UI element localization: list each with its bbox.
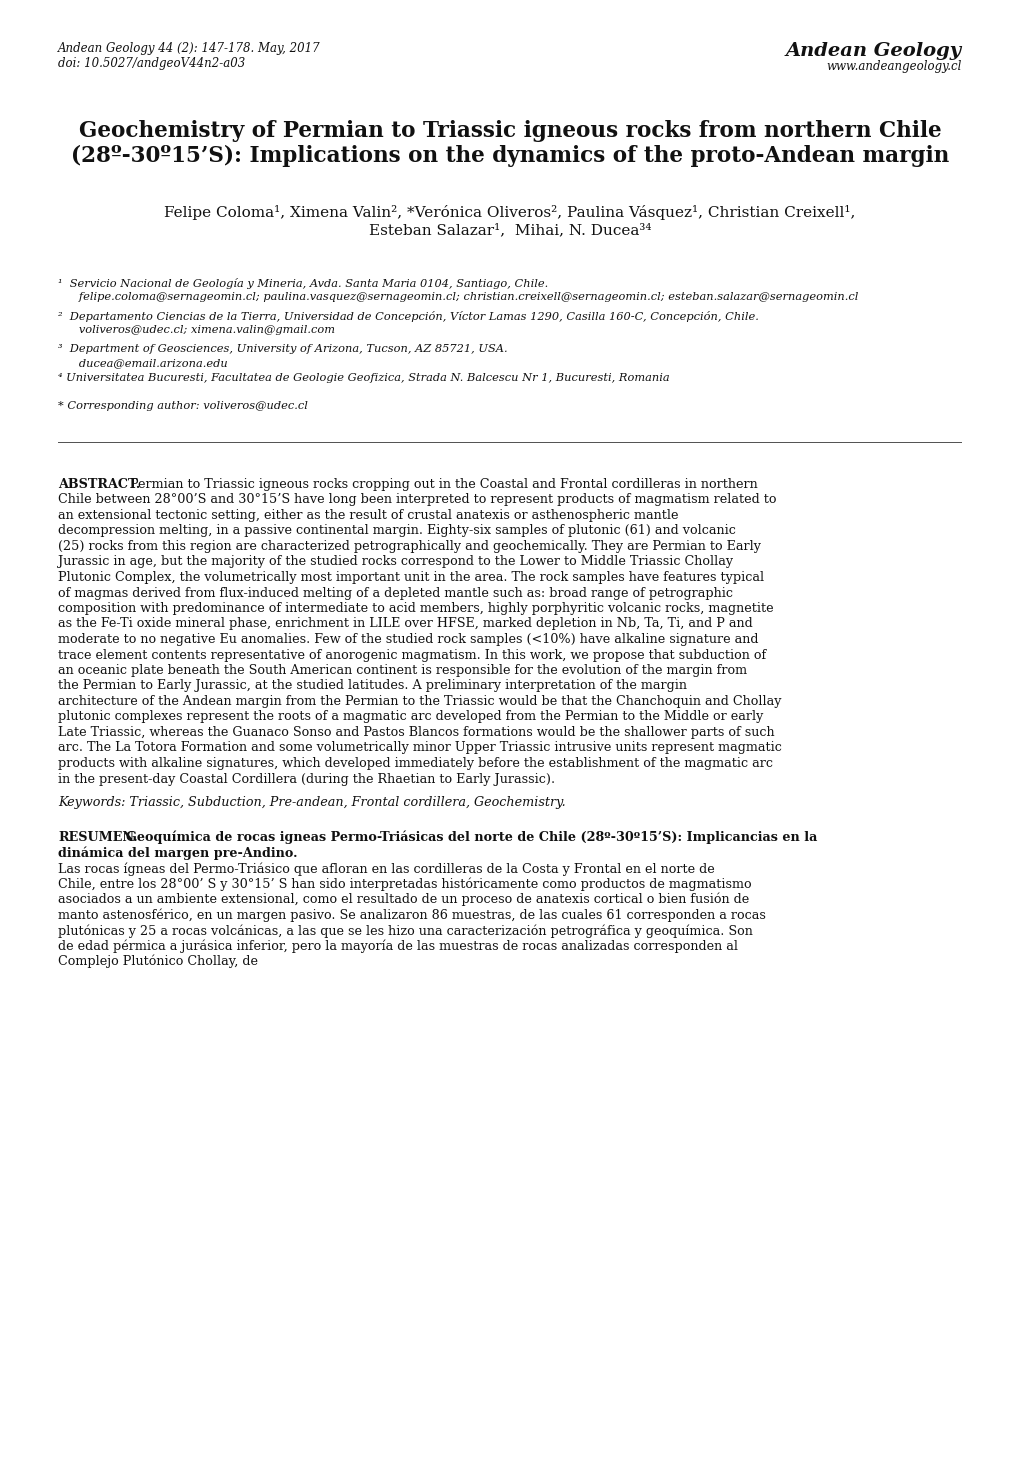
Text: arc. The La Totora Formation and some volumetrically minor Upper Triassic intrus: arc. The La Totora Formation and some vo… [58,742,782,754]
Text: ³  Department of Geosciences, University of Arizona, Tucson, AZ 85721, USA.: ³ Department of Geosciences, University … [58,343,507,354]
Text: of magmas derived from flux-induced melting of a depleted mantle such as: broad : of magmas derived from flux-induced melt… [58,586,733,599]
Text: plutónicas y 25 a rocas volcánicas, a las que se les hizo una caracterización pe: plutónicas y 25 a rocas volcánicas, a la… [58,923,752,938]
Text: Late Triassic, whereas the Guanaco Sonso and Pastos Blancos formations would be : Late Triassic, whereas the Guanaco Sonso… [58,726,773,739]
Text: an extensional tectonic setting, either as the result of crustal anatexis or ast: an extensional tectonic setting, either … [58,508,678,522]
Text: ⁴ Universitatea Bucuresti, Facultatea de Geologie Geofizica, Strada N. Balcescu : ⁴ Universitatea Bucuresti, Facultatea de… [58,373,668,383]
Text: ABSTRACT.: ABSTRACT. [58,478,141,491]
Text: products with alkaline signatures, which developed immediately before the establ: products with alkaline signatures, which… [58,757,772,770]
Text: Plutonic Complex, the volumetrically most important unit in the area. The rock s: Plutonic Complex, the volumetrically mos… [58,571,763,584]
Text: plutonic complexes represent the roots of a magmatic arc developed from the Perm: plutonic complexes represent the roots o… [58,710,762,723]
Text: decompression melting, in a passive continental margin. Eighty-six samples of pl: decompression melting, in a passive cont… [58,524,735,538]
Text: www.andeangeology.cl: www.andeangeology.cl [825,60,961,73]
Text: ducea@email.arizona.edu: ducea@email.arizona.edu [68,358,227,368]
Text: ²  Departamento Ciencias de la Tierra, Universidad de Concepción, Víctor Lamas 1: ² Departamento Ciencias de la Tierra, Un… [58,311,758,321]
Text: Andean Geology 44 (2): 147-178. May, 2017: Andean Geology 44 (2): 147-178. May, 201… [58,42,320,56]
Text: in the present-day Coastal Cordillera (during the Rhaetian to Early Jurassic).: in the present-day Coastal Cordillera (d… [58,773,554,786]
Text: asociados a un ambiente extensional, como el resultado de un proceso de anatexis: asociados a un ambiente extensional, com… [58,893,749,906]
Text: (25) rocks from this region are characterized petrographically and geochemically: (25) rocks from this region are characte… [58,541,760,554]
Text: voliveros@udec.cl; ximena.valin@gmail.com: voliveros@udec.cl; ximena.valin@gmail.co… [68,324,334,335]
Text: Jurassic in age, but the majority of the studied rocks correspond to the Lower t: Jurassic in age, but the majority of the… [58,555,733,568]
Text: trace element contents representative of anorogenic magmatism. In this work, we : trace element contents representative of… [58,649,765,662]
Text: Complejo Plutónico Chollay, de: Complejo Plutónico Chollay, de [58,955,258,969]
Text: Geochemistry of Permian to Triassic igneous rocks from northern Chile: Geochemistry of Permian to Triassic igne… [78,120,941,142]
Text: Esteban Salazar¹,  Mihai, N. Ducea³⁴: Esteban Salazar¹, Mihai, N. Ducea³⁴ [369,224,650,237]
Text: Las rocas ígneas del Permo-Triásico que afloran en las cordilleras de la Costa y: Las rocas ígneas del Permo-Triásico que … [58,862,714,875]
Text: * Corresponding author: voliveros@udec.cl: * Corresponding author: voliveros@udec.c… [58,400,308,411]
Text: Andean Geology: Andean Geology [785,42,961,60]
Text: (28º-30º15’S): Implications on the dynamics of the proto-Andean margin: (28º-30º15’S): Implications on the dynam… [70,145,949,167]
Text: Keywords: Triassic, Subduction, Pre-andean, Frontal cordillera, Geochemistry.: Keywords: Triassic, Subduction, Pre-ande… [58,796,566,809]
Text: Felipe Coloma¹, Ximena Valin², *Verónica Oliveros², Paulina Vásquez¹, Christian : Felipe Coloma¹, Ximena Valin², *Verónica… [164,205,855,221]
Text: doi: 10.5027/andgeoV44n2-a03: doi: 10.5027/andgeoV44n2-a03 [58,57,245,70]
Text: Permian to Triassic igneous rocks cropping out in the Coastal and Frontal cordil: Permian to Triassic igneous rocks croppi… [129,478,757,491]
Text: Chile, entre los 28°00’ S y 30°15’ S han sido interpretadas históricamente como : Chile, entre los 28°00’ S y 30°15’ S han… [58,878,751,891]
Text: as the Fe-Ti oxide mineral phase, enrichment in LILE over HFSE, marked depletion: as the Fe-Ti oxide mineral phase, enrich… [58,618,752,631]
Text: Chile between 28°00’S and 30°15’S have long been interpreted to represent produc: Chile between 28°00’S and 30°15’S have l… [58,494,775,507]
Text: architecture of the Andean margin from the Permian to the Triassic would be that: architecture of the Andean margin from t… [58,695,781,709]
Text: composition with predominance of intermediate to acid members, highly porphyriti: composition with predominance of interme… [58,602,772,615]
Text: RESUMEN.: RESUMEN. [58,831,138,844]
Text: de edad pérmica a jurásica inferior, pero la mayoría de las muestras de rocas an: de edad pérmica a jurásica inferior, per… [58,939,738,953]
Text: an oceanic plate beneath the South American continent is responsible for the evo: an oceanic plate beneath the South Ameri… [58,663,746,676]
Text: the Permian to Early Jurassic, at the studied latitudes. A preliminary interpret: the Permian to Early Jurassic, at the st… [58,679,687,693]
Text: dinámica del margen pre-Andino.: dinámica del margen pre-Andino. [58,846,298,861]
Text: ¹  Servicio Nacional de Geología y Mineria, Avda. Santa Maria 0104, Santiago, Ch: ¹ Servicio Nacional de Geología y Mineri… [58,278,548,289]
Text: Geoquímica de rocas igneas Permo-Triásicas del norte de Chile (28º-30º15’S): Imp: Geoquímica de rocas igneas Permo-Triásic… [126,831,816,844]
Text: moderate to no negative Eu anomalies. Few of the studied rock samples (<10%) hav: moderate to no negative Eu anomalies. Fe… [58,633,758,646]
Text: felipe.coloma@sernageomin.cl; paulina.vasquez@sernageomin.cl; christian.creixell: felipe.coloma@sernageomin.cl; paulina.va… [68,292,858,302]
Text: manto astenosférico, en un margen pasivo. Se analizaron 86 muestras, de las cual: manto astenosférico, en un margen pasivo… [58,909,765,922]
